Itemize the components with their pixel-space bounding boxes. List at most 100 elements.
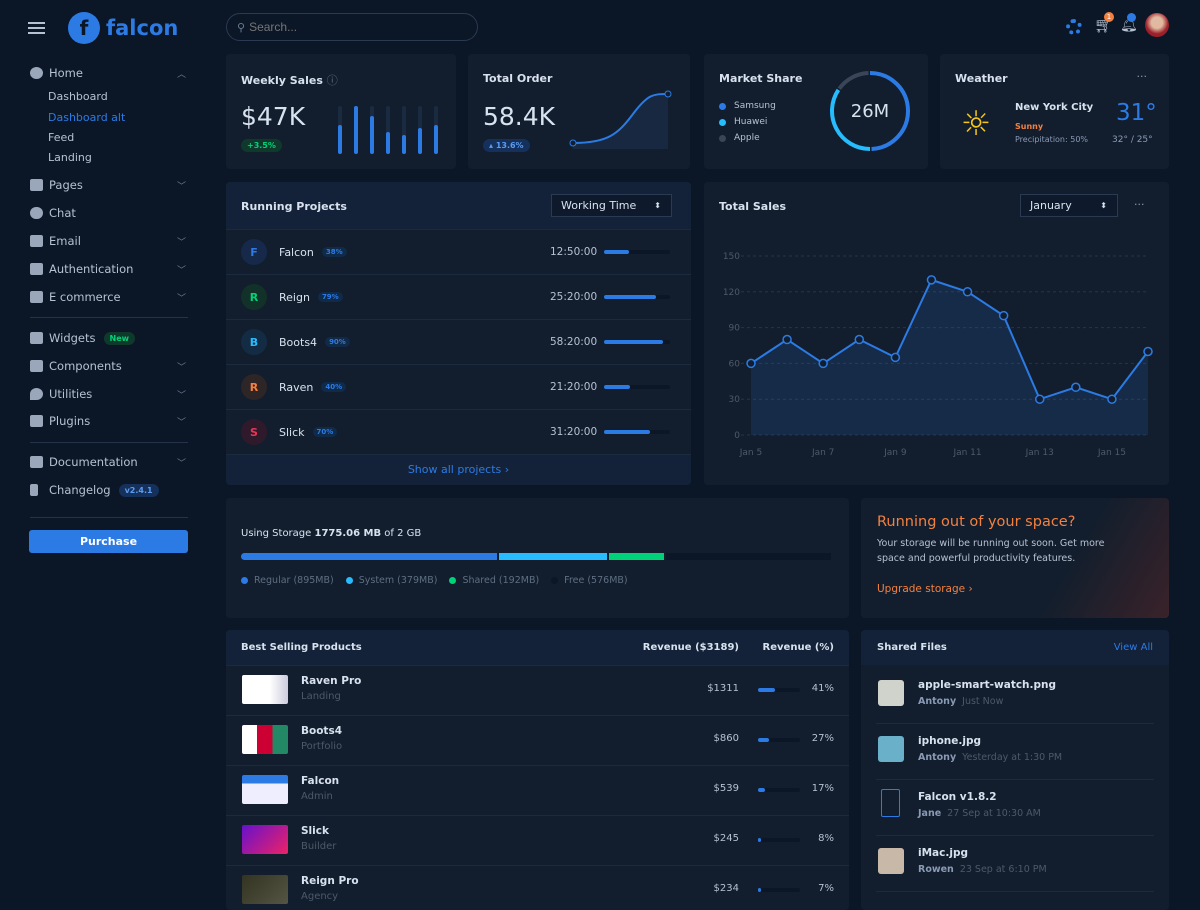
envelope-icon [30,235,43,247]
sales-data-point[interactable] [1034,394,1045,404]
sales-data-point[interactable] [782,334,792,345]
sidebar-sub-landing[interactable]: Landing [48,151,92,164]
purchase-button[interactable]: Purchase [29,530,188,553]
menu-toggle-icon[interactable] [28,22,45,34]
sidebar-sub-dashboard[interactable]: Dashboard [48,90,108,103]
sidebar-item-plugins[interactable]: Plugins ﹀ [30,411,188,431]
product-row[interactable]: Raven Pro Landing $1311 41% [226,665,849,715]
product-thumbnail [242,725,288,754]
sales-data-point[interactable] [1107,394,1117,404]
shared-files-title: Shared Files [877,642,947,653]
sidebar-sub-dashboard-alt[interactable]: Dashboard alt [48,111,126,124]
show-all-projects-link[interactable]: Show all projects › [407,463,510,476]
sales-data-point[interactable] [890,352,901,363]
product-row[interactable]: Reign Pro Agency $234 7% [226,865,849,910]
shared-file-row[interactable]: apple-smart-watch.png Antony Just Now [876,668,1154,724]
product-thumbnail [242,875,288,904]
sidebar-item-utilities[interactable]: Utilities ﹀ [30,384,188,404]
sales-data-point[interactable] [818,358,828,369]
upgrade-storage-card: Running out of your space? Your storage … [861,498,1169,618]
project-progress-bar [604,295,670,299]
sidebar-sub-feed[interactable]: Feed [48,131,75,144]
sidebar-item-documentation[interactable]: Documentation ﹀ [30,452,188,472]
storage-segment [241,553,497,560]
notification-bell-icon[interactable]: 🔔︎ [1120,13,1138,33]
sidebar-item-widgets[interactable]: Widgets New [30,328,188,348]
working-time-select[interactable]: Working Time ⬍ [551,194,672,217]
storage-card: Using Storage 1775.06 MB of 2 GB Regular… [226,498,849,618]
product-revenue: $860 [713,733,739,744]
product-category: Builder [301,841,337,852]
upgrade-storage-link[interactable]: Upgrade storage › [877,583,973,595]
sales-data-point[interactable] [1071,382,1081,393]
project-name: Raven [279,380,314,394]
project-avatar: B [241,329,267,355]
legend-dot [449,577,457,584]
user-avatar[interactable] [1145,13,1169,37]
market-share-total: 26M [850,101,890,122]
project-row[interactable]: S Slick 70% 31:20:00 [226,409,691,454]
best-selling-products-card: Best Selling Products Revenue ($3189) Re… [226,630,849,910]
logo[interactable]: f falcon [68,12,178,44]
weather-condition: Sunny [1015,122,1044,131]
product-row[interactable]: Slick Builder $245 8% [226,815,849,865]
info-icon[interactable]: ⓘ [326,74,338,87]
project-row[interactable]: F Falcon 38% 12:50:00 [226,229,691,274]
sales-area [751,279,1148,435]
sales-data-point[interactable] [998,310,1009,321]
sales-data-point[interactable] [1143,346,1153,357]
sidebar-item-authentication[interactable]: Authentication ﹀ [30,259,188,279]
sidebar-item-components[interactable]: Components ﹀ [30,356,188,376]
project-name: Reign [279,290,310,304]
sales-data-point[interactable] [926,275,937,285]
file-owner: Antony [918,752,957,763]
upgrade-text: Your storage will be running out soon. G… [877,538,1105,564]
cart-badge: 1 [1104,12,1114,22]
shared-file-row[interactable]: Falcon v1.8.2 Jane 27 Sep at 10:30 AM [876,780,1154,836]
chevron-down-icon: ﹀ [176,265,186,276]
running-projects-title: Running Projects [241,200,347,213]
project-row[interactable]: R Reign 79% 25:20:00 [226,274,691,319]
project-percent-badge: 38% [321,247,347,257]
sales-data-point[interactable] [746,358,756,369]
chevron-down-icon: ﹀ [176,293,186,304]
sales-data-point[interactable] [962,287,973,297]
search-input[interactable] [249,20,450,34]
project-row[interactable]: R Raven 40% 21:20:00 [226,364,691,409]
shared-file-row[interactable]: iphone.jpg Antony Yesterday at 1:30 PM [876,724,1154,780]
project-percent-badge: 40% [321,382,347,392]
more-options-icon[interactable]: ··· [1136,70,1148,83]
cart-icon[interactable]: 🛒︎ 1 [1094,12,1114,34]
weekly-sales-bar-chart [336,104,438,154]
settings-icon[interactable] [1066,19,1082,35]
sidebar-item-pages[interactable]: Pages ﹀ [30,175,188,195]
view-all-link[interactable]: View All [1113,642,1153,653]
more-options-icon[interactable]: ··· [1134,198,1145,211]
total-order-change-badge: ▴ 13.6% [483,139,530,152]
product-row[interactable]: Boots4 Portfolio $860 27% [226,715,849,765]
fire-icon [30,388,43,400]
file-owner: Antony [918,696,957,707]
sidebar-item-ecommerce[interactable]: E commerce ﹀ [30,287,188,307]
y-tick-label: 60 [729,359,741,369]
weather-temp-range: 32° / 25° [1112,135,1153,145]
sidebar-item-home[interactable]: Home ︿ [30,63,188,83]
sidebar-item-changelog[interactable]: Changelog v2.4.1 [30,480,188,500]
sidebar-item-chat[interactable]: Chat [30,203,188,223]
sidebar-item-email[interactable]: Email ﹀ [30,231,188,251]
legend-dot [719,118,726,126]
market-share-card: Market Share Samsung Huawei Apple 26M [704,54,928,169]
product-row[interactable]: Falcon Admin $539 17% [226,765,849,815]
weather-temperature: 31° [1116,100,1157,126]
search-box[interactable]: ⚲ [226,13,478,41]
total-sales-line-chart: 0 30 60 90 120 150 Jan 5 Jan 7 Jan 9 Jan 11 Jan 13… [723,252,1153,458]
month-select[interactable]: January ⬍ [1020,194,1118,217]
project-row[interactable]: B Boots4 90% 58:20:00 [226,319,691,364]
weekly-sales-bar [418,106,422,154]
sales-line [750,278,1149,401]
product-name: Raven Pro [301,675,362,687]
product-revenue: $539 [713,783,739,794]
shared-file-row[interactable]: iMac.jpg Rowen 23 Sep at 6:10 PM [876,836,1154,892]
legend-dot [241,577,248,584]
sales-data-point[interactable] [854,334,865,345]
